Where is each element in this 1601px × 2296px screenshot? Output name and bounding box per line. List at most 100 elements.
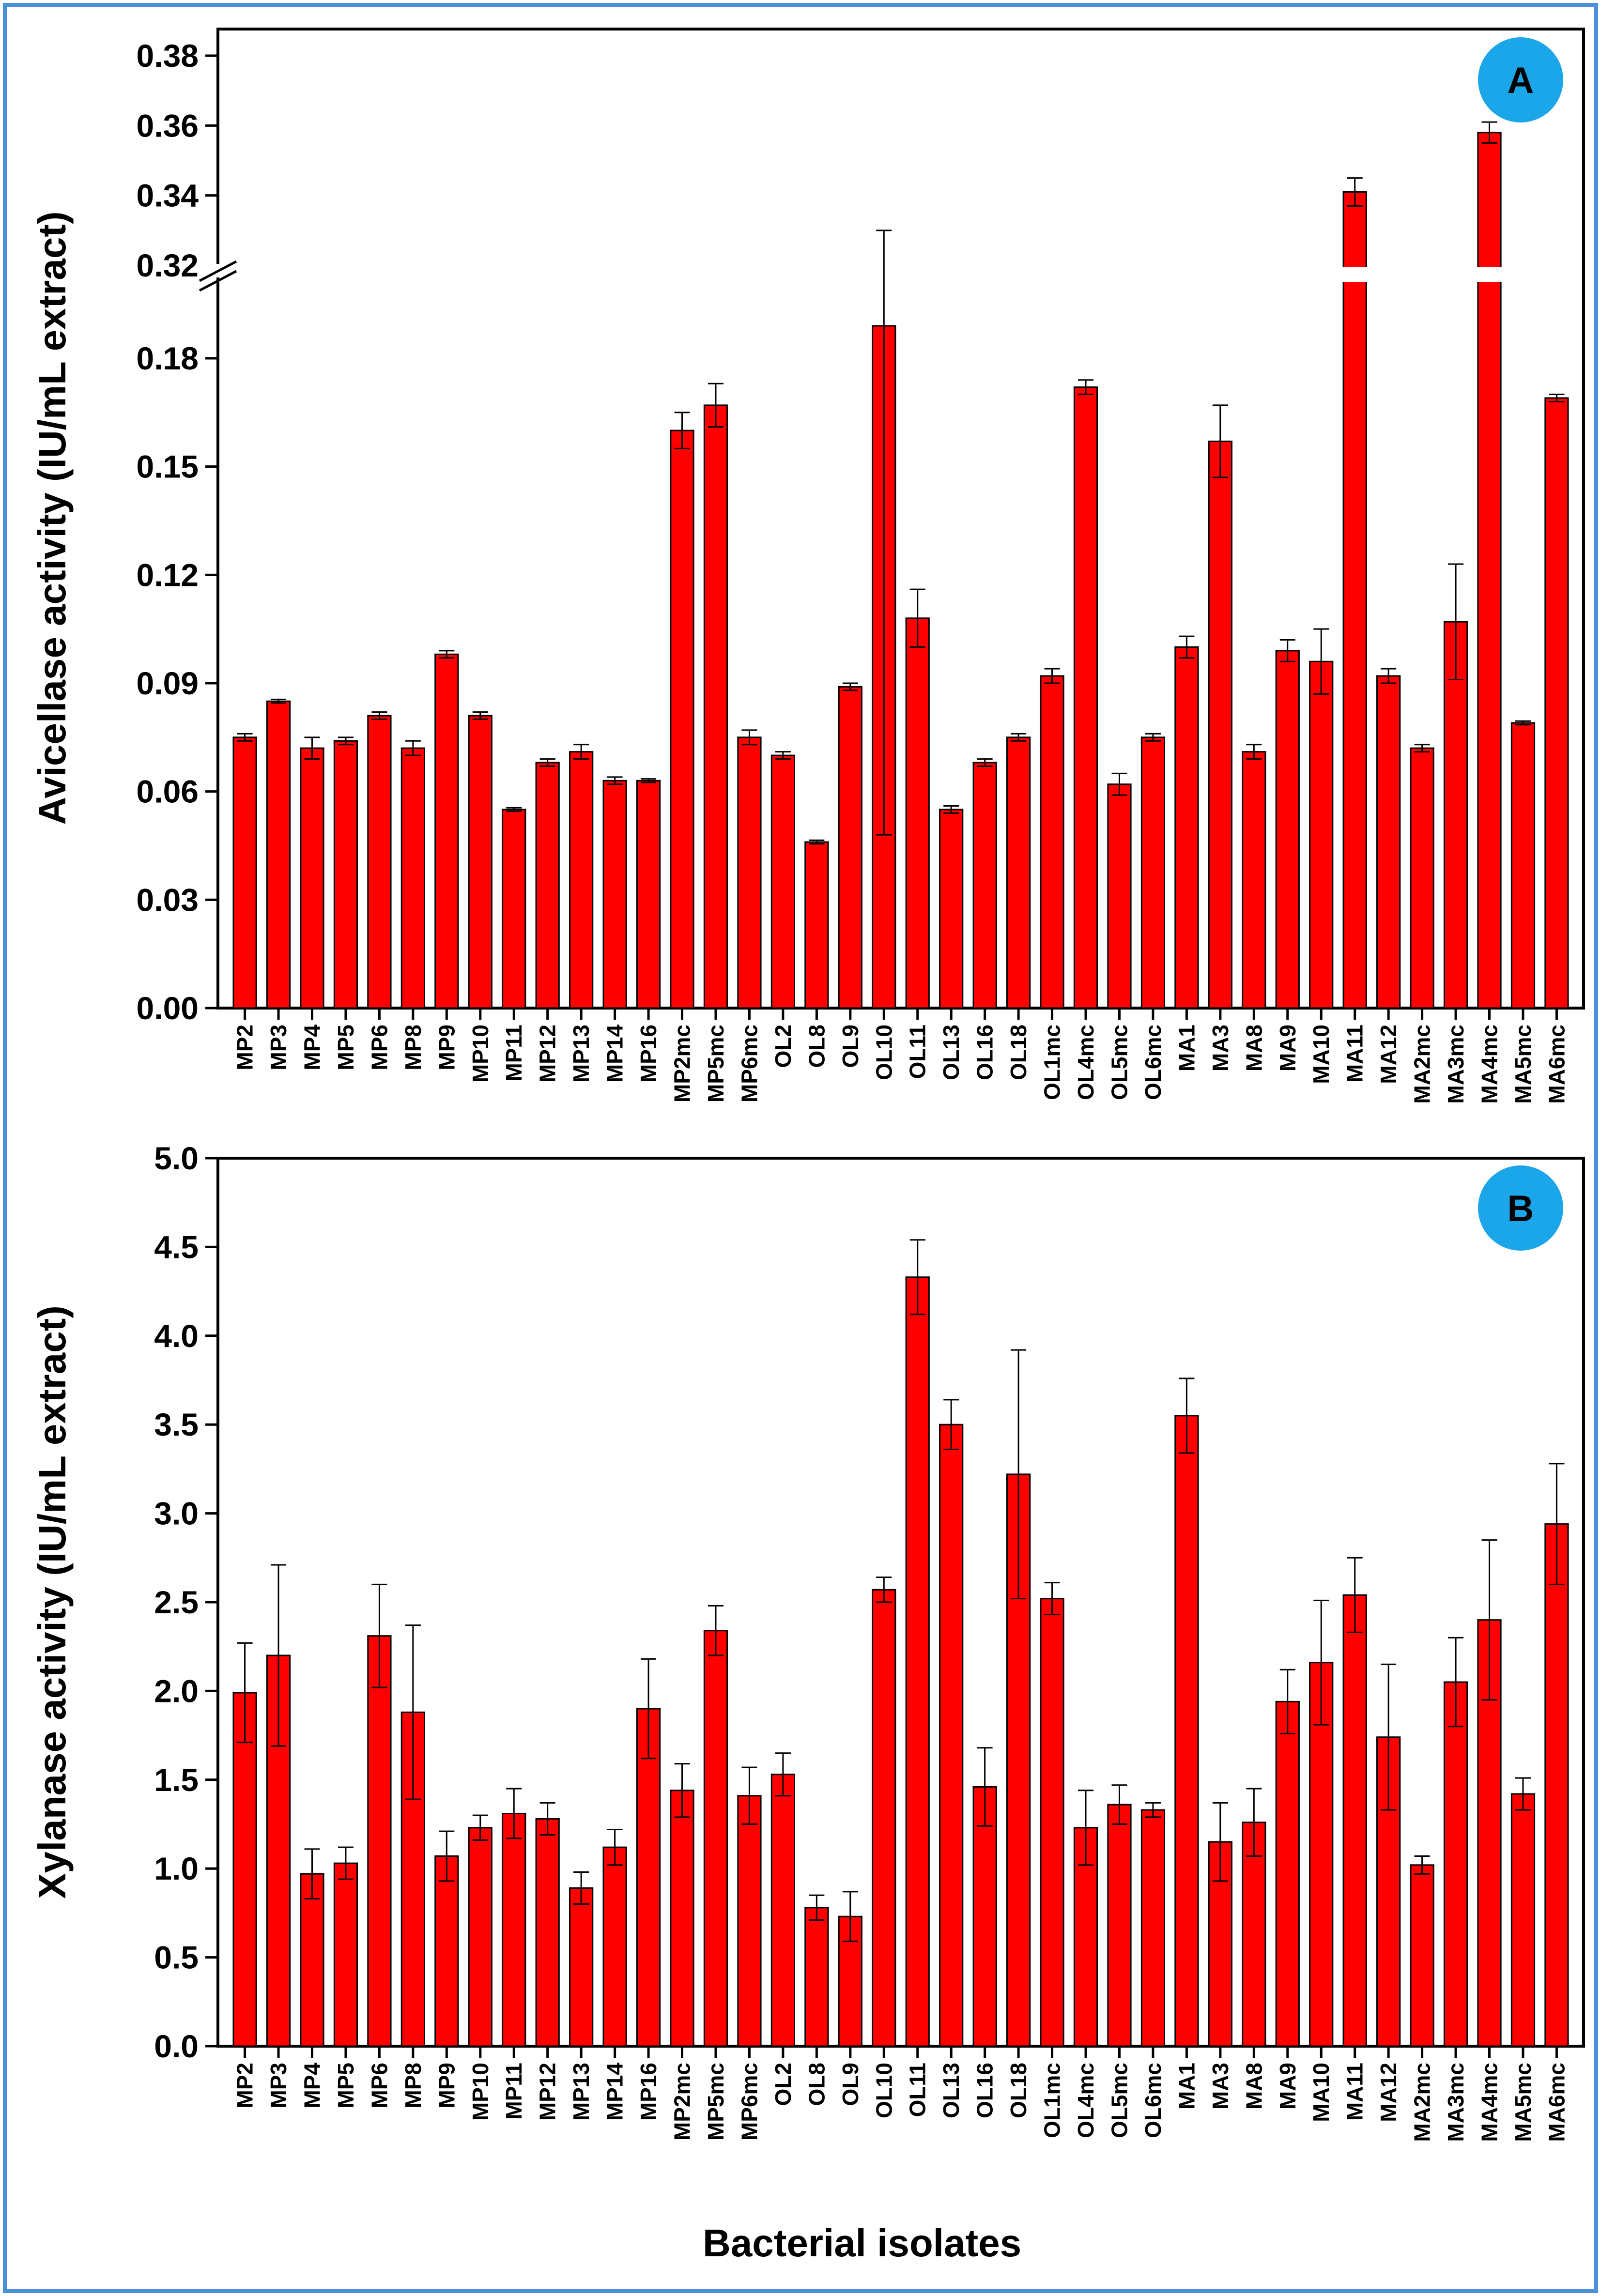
panel-b-x-tick-label: MP12 <box>535 2063 560 2121</box>
panel-b-bar <box>434 1855 459 2047</box>
panel-a-x-tick-label: MA3 <box>1208 1025 1233 1071</box>
panel-a-axis-break <box>199 260 237 292</box>
panel-b-bar <box>1342 1594 1367 2047</box>
panel-a-bar <box>1174 646 1199 1009</box>
panel-a-x-tick-label: OL11 <box>905 1025 930 1079</box>
panel-a-x-tick-label: OL18 <box>1006 1025 1031 1080</box>
panel-a-y-tick-label: 0.12 <box>137 557 199 593</box>
panel-b-y-tick-label: 3.5 <box>154 1407 199 1442</box>
panel-a-bar <box>1443 621 1468 1009</box>
panel-a-badge-label: A <box>1508 60 1534 101</box>
panel-a-x-tick-label: MA4mc <box>1477 1025 1502 1104</box>
panel-b-bar <box>300 1873 324 2047</box>
panel-a-x-tick-label: MP12 <box>535 1025 560 1083</box>
panel-b-x-tick-label: MA9 <box>1275 2063 1300 2110</box>
panel-a-bar <box>737 736 762 1009</box>
panel-b-y-ticks: 0.0 0.5 1.0 1.5 2.0 2.5 3.0 3.5 4.0 4.5 5.0 <box>154 1140 218 2064</box>
panel-b-x-tick-label: MP14 <box>602 2063 628 2121</box>
panel-b-bar <box>1275 1700 1300 2047</box>
panel-a-bar <box>1140 736 1166 1009</box>
panel-b-bar <box>1510 1793 1536 2047</box>
panel-b-x-tick-label: MP6 <box>367 2063 392 2109</box>
panel-a-bar <box>502 809 526 1009</box>
panel-a-x-tick-label: MP5 <box>333 1025 358 1071</box>
panel-b-x-tick-label: OL11 <box>905 2063 930 2117</box>
panel-b-x-tick-label: MP10 <box>468 2063 493 2121</box>
panel-a-x-tick-label: MP6mc <box>737 1025 762 1102</box>
figure-frame <box>3 3 1598 2293</box>
panel-b-x-tick-label: MA10 <box>1309 2063 1334 2122</box>
panel-a-bar <box>300 747 324 1009</box>
panel-a-break-mark <box>199 260 237 282</box>
panel-b-y-tick-label: 2.5 <box>154 1584 199 1620</box>
panel-a-x-tick-label: OL4mc <box>1073 1025 1098 1100</box>
panel-a-bar <box>1242 751 1266 1009</box>
panel-b-x-tick-label: MP3 <box>266 2063 291 2109</box>
panel-b-bar <box>1107 1804 1132 2047</box>
panel-a-x-tick-label: MA3mc <box>1443 1025 1468 1104</box>
panel-a-y-ticks: 0.00 0.03 0.06 0.09 0.12 0.15 0.18 0.32 0.34 0.36… <box>137 38 218 1026</box>
panel-a-bar <box>1208 440 1232 1009</box>
panel-a-x-tick-label: MP4 <box>299 1025 324 1071</box>
panel-a-bar <box>266 700 291 1009</box>
panel-a-bar <box>905 617 930 1009</box>
panel-b-x-tick-label: MP2 <box>232 2063 258 2109</box>
panel-a-x-tick-label: MP5mc <box>703 1025 728 1102</box>
panel-a-bar <box>1275 650 1300 1009</box>
panel-b-x-tick-label: OL10 <box>871 2063 896 2118</box>
panel-a-bar <box>400 747 425 1009</box>
panel-b-x-tick-label: MP5 <box>333 2063 358 2109</box>
panel-b-badge <box>1478 1165 1563 1251</box>
panel-b-bar <box>333 1862 358 2047</box>
panel-a-bar <box>838 686 862 1009</box>
panel-a-y-tick-label: 0.18 <box>137 340 199 376</box>
panel-a-x-tick-label: MP3 <box>266 1025 291 1071</box>
panel-a-x-tick-label: MP13 <box>569 1025 594 1083</box>
panel-a-bar <box>1040 675 1064 1009</box>
panel-a-bar <box>1073 386 1098 1009</box>
panel-b-bar <box>737 1795 762 2047</box>
panel-b-bar <box>636 1708 661 2047</box>
panel-b-x-tick-label: OL9 <box>838 2063 863 2106</box>
panel-a-bar <box>1006 736 1031 1009</box>
panel-b-y-tick-label: 1.5 <box>154 1762 199 1798</box>
panel-b-x-tick-label: MA4mc <box>1477 2063 1502 2142</box>
panel-a-bars <box>232 121 1569 1009</box>
panel-a-bar <box>1410 747 1434 1009</box>
panel-b-badge-label: B <box>1508 1188 1534 1229</box>
panel-b-x-tick-label: MP2mc <box>670 2063 695 2141</box>
panel-b-x-tick-label: OL4mc <box>1073 2063 1098 2138</box>
panel-b-x-tick-label: MA2mc <box>1410 2063 1435 2142</box>
panel-b-bar <box>367 1635 392 2047</box>
panel-b-x-ticks: MP2 MP3 MP4 MP5 MP6 MP8 MP9 MP10 MP11 MP12 MP13 MP1… <box>232 2046 1569 2142</box>
panel-a-y-tick-label: 0.00 <box>137 990 199 1026</box>
panel-a-bar <box>434 653 459 1009</box>
panel-b-x-tick-label: MA6mc <box>1544 2063 1569 2142</box>
panel-b-x-tick-label: OL18 <box>1006 2063 1031 2118</box>
panel-b-bar <box>939 1424 964 2047</box>
panel-a-bar <box>232 736 257 1009</box>
panel-b-x-tick-label: MA8 <box>1241 2063 1266 2110</box>
panel-a-x-tick-label: MP2 <box>232 1025 258 1071</box>
panel-b-bars <box>232 1239 1569 2047</box>
panel-b-y-tick-label: 0.5 <box>154 1940 199 1975</box>
panel-b-x-tick-label: OL1mc <box>1040 2063 1065 2138</box>
panel-a-y-tick-label: 0.15 <box>137 449 199 485</box>
panel-b-y-tick-label: 4.0 <box>154 1318 199 1354</box>
panel-a-y-tick-label: 0.38 <box>137 38 199 74</box>
panel-b-y-tick-label: 3.0 <box>154 1496 199 1531</box>
panel-a-bar <box>535 762 560 1009</box>
panel-b-bar <box>1410 1864 1434 2047</box>
panel-b-y-tick-label: 5.0 <box>154 1140 199 1176</box>
panel-b-x-tick-label: MP5mc <box>703 2063 728 2141</box>
panel-b-x-tick-label: MA3 <box>1208 2063 1233 2110</box>
panel-b-bar <box>872 1589 896 2047</box>
panel-a: 0.00 0.03 0.06 0.09 0.12 0.15 0.18 0.32 0.34 0.36… <box>31 28 1585 1104</box>
panel-b-bar <box>1443 1681 1468 2047</box>
panel-b-x-tick-label: MP11 <box>501 2063 526 2120</box>
panel-a-x-tick-label: MP6 <box>367 1025 392 1071</box>
panel-a-bar <box>333 740 358 1009</box>
panel-a-x-tick-label: MA8 <box>1241 1025 1266 1071</box>
panel-b-bar <box>670 1790 694 2047</box>
panel-a-bar <box>1510 722 1536 1009</box>
